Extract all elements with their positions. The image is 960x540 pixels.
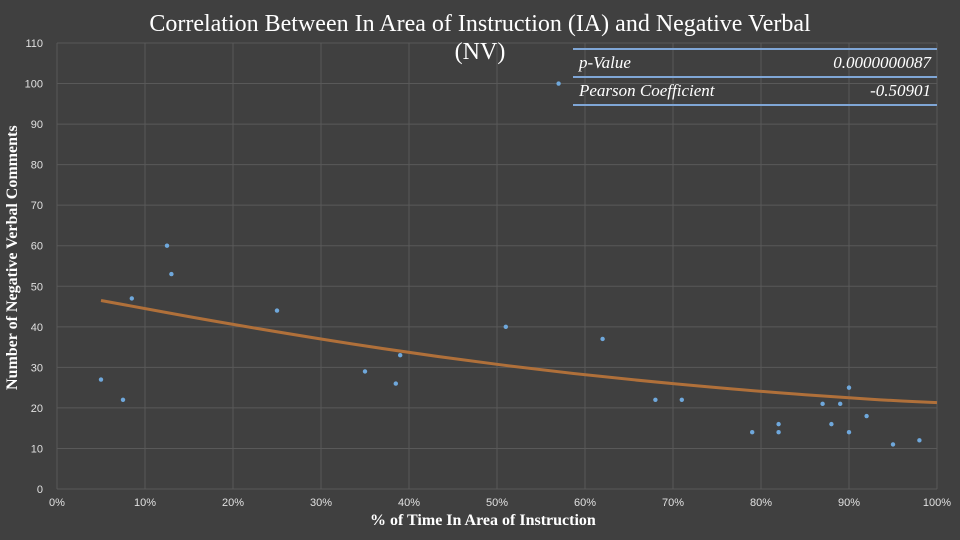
pearson-row: Pearson Coefficient -0.50901 [573, 76, 937, 106]
data-point [917, 438, 922, 443]
pearson-value: -0.50901 [781, 76, 937, 106]
data-point [679, 397, 684, 402]
y-axis-ticks: 0 10 20 30 40 50 60 70 80 90 100 110 [25, 38, 43, 496]
data-point [398, 353, 403, 358]
data-points [98, 81, 922, 447]
x-tick-label: 30% [310, 497, 332, 509]
y-tick-label: 90 [31, 119, 43, 131]
chart-title-line-2: (NV) [454, 39, 506, 65]
y-axis-label: Number of Negative Verbal Comments [4, 125, 21, 390]
data-point [820, 401, 825, 407]
data-point [776, 430, 781, 435]
x-tick-label: 60% [574, 497, 596, 509]
data-point [846, 430, 852, 435]
chart-title: Correlation Between In Area of Instructi… [0, 10, 960, 66]
data-point [393, 381, 398, 386]
y-tick-label: 110 [25, 38, 43, 50]
y-tick-label: 40 [31, 322, 43, 334]
x-axis-label: % of Time In Area of Instruction [370, 512, 596, 529]
data-point [129, 296, 134, 301]
x-tick-label: 100% [923, 497, 951, 509]
y-tick-label: 70 [31, 200, 43, 212]
data-point [750, 430, 755, 435]
data-point [829, 421, 834, 427]
x-tick-label: 0% [49, 497, 65, 509]
data-point [120, 397, 126, 402]
gridlines [56, 42, 938, 490]
pearson-label: Pearson Coefficient [573, 76, 782, 106]
pvalue-row: p-Value 0.0000000087 [573, 48, 937, 78]
y-tick-label: 100 [25, 79, 43, 91]
statistics-table: p-Value 0.0000000087 Pearson Coefficient… [573, 48, 937, 106]
chart-title-line-1: Correlation Between In Area of Instructi… [149, 11, 811, 37]
pvalue-value: 0.0000000087 [781, 48, 937, 78]
data-point [864, 413, 869, 419]
x-tick-label: 20% [222, 497, 244, 509]
x-tick-label: 80% [750, 497, 772, 509]
data-point [653, 397, 658, 402]
y-tick-label: 10 [31, 443, 43, 455]
data-point [838, 401, 843, 407]
data-point [503, 324, 508, 330]
data-point [164, 243, 170, 248]
data-point [169, 271, 174, 277]
x-axis-ticks: 0% 10% 20% 30% 40% 50% 60% 70% 80% 90% 100% [49, 497, 951, 509]
data-point [362, 369, 368, 374]
data-point [556, 81, 561, 86]
x-tick-label: 40% [398, 497, 420, 509]
data-point [776, 421, 781, 427]
data-point [274, 308, 280, 313]
trendline [100, 298, 938, 405]
x-tick-label: 50% [486, 497, 508, 509]
y-tick-label: 50 [31, 281, 43, 293]
data-point [98, 377, 104, 382]
y-tick-label: 20 [31, 403, 43, 415]
data-point [890, 442, 896, 447]
y-tick-label: 0 [37, 484, 43, 496]
y-tick-label: 80 [31, 160, 43, 172]
x-tick-label: 70% [662, 497, 684, 509]
x-tick-label: 10% [134, 497, 156, 509]
data-point [846, 385, 852, 390]
x-tick-label: 90% [838, 497, 860, 509]
data-point [600, 336, 605, 342]
y-tick-label: 30 [31, 362, 43, 374]
trendline-group [100, 298, 938, 405]
y-tick-label: 60 [31, 241, 43, 253]
pvalue-label: p-Value [573, 48, 782, 78]
